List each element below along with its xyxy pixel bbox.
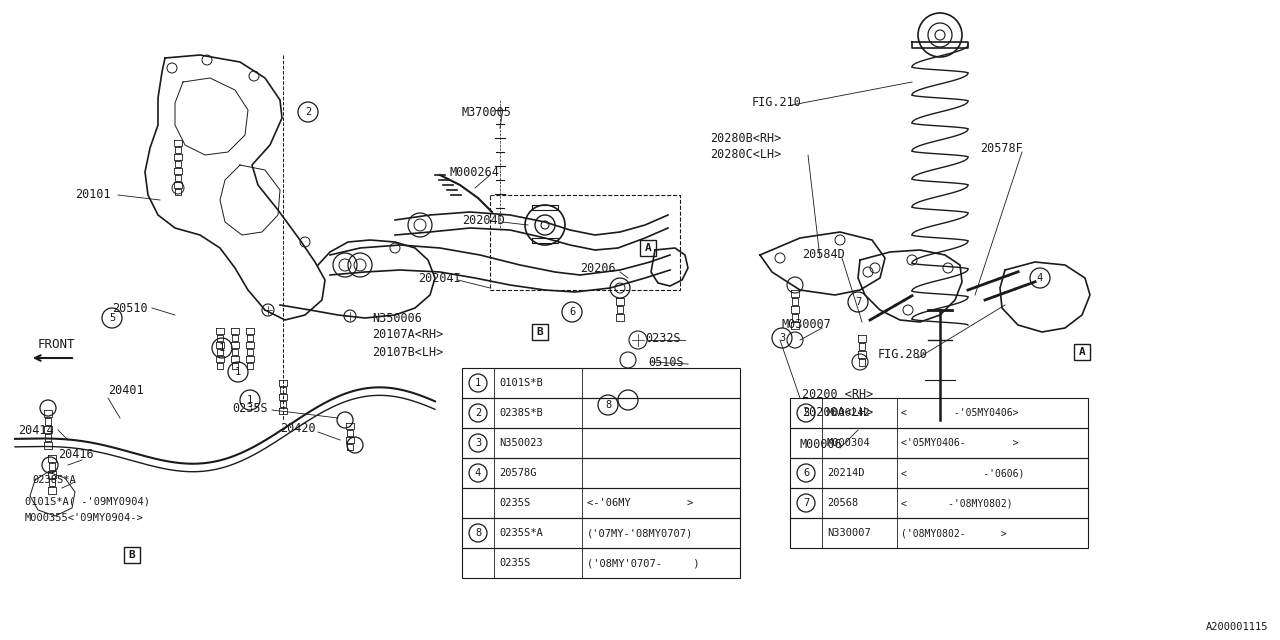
Text: 20414: 20414 [18, 424, 54, 436]
Bar [462, 398, 740, 428]
Text: ('08MY'0707-     ): ('08MY'0707- ) [588, 558, 699, 568]
Bar [790, 398, 1088, 428]
Bar [462, 458, 740, 488]
Bar [462, 548, 740, 578]
Text: 4: 4 [1037, 273, 1043, 283]
Text: <       -'08MY0802): < -'08MY0802) [901, 498, 1012, 508]
Text: 2: 2 [475, 408, 481, 418]
Bar [790, 518, 1088, 548]
Text: 20200A<LH>: 20200A<LH> [803, 406, 873, 419]
Text: <             -'0606): < -'0606) [901, 468, 1024, 478]
Text: 20401: 20401 [108, 383, 143, 397]
Text: 7: 7 [803, 498, 809, 508]
Text: <-'06MY         >: <-'06MY > [588, 498, 694, 508]
Bar [640, 240, 657, 256]
Text: 20510: 20510 [113, 301, 147, 314]
Text: N350006: N350006 [372, 312, 422, 324]
Bar [462, 518, 740, 548]
Text: 3: 3 [778, 333, 785, 343]
Bar [1074, 344, 1091, 360]
Text: 0235S: 0235S [499, 498, 530, 508]
Text: A: A [645, 243, 652, 253]
Bar [124, 547, 140, 563]
Text: 0235S: 0235S [499, 558, 530, 568]
Text: 0510S: 0510S [648, 355, 684, 369]
Text: 6: 6 [568, 307, 575, 317]
Text: M000304: M000304 [827, 438, 870, 448]
Text: M000355<'09MY0904->: M000355<'09MY0904-> [26, 513, 143, 523]
Text: 0101S*A( -'09MY0904): 0101S*A( -'09MY0904) [26, 497, 150, 507]
Bar [462, 488, 740, 518]
Text: M000264: M000264 [451, 166, 500, 179]
Bar [462, 368, 740, 398]
Text: FRONT: FRONT [38, 339, 76, 351]
Text: 0101S*B: 0101S*B [499, 378, 543, 388]
Text: 1: 1 [234, 367, 241, 377]
Text: M000242: M000242 [827, 408, 870, 418]
Text: 20200 <RH>: 20200 <RH> [803, 388, 873, 401]
Text: 2: 2 [305, 107, 311, 117]
Text: 0238S*B: 0238S*B [499, 408, 543, 418]
Text: <        -'05MY0406>: < -'05MY0406> [901, 408, 1019, 418]
Text: <'05MY0406-        >: <'05MY0406- > [901, 438, 1019, 448]
Text: 20280B<RH>: 20280B<RH> [710, 131, 781, 145]
Text: 20101: 20101 [76, 189, 110, 202]
Text: A: A [1079, 347, 1085, 357]
Text: 6: 6 [803, 468, 809, 478]
Text: B: B [536, 327, 544, 337]
Text: M00006: M00006 [800, 438, 842, 451]
Text: 8: 8 [475, 528, 481, 538]
Text: FIG.280: FIG.280 [878, 349, 928, 362]
Text: ('07MY-'08MY0707): ('07MY-'08MY0707) [588, 528, 694, 538]
Bar [462, 428, 740, 458]
Text: N330007: N330007 [827, 528, 870, 538]
Text: 20578F: 20578F [980, 141, 1023, 154]
Text: 20584D: 20584D [803, 248, 845, 262]
Text: 20107B<LH>: 20107B<LH> [372, 346, 443, 358]
Text: 20204D: 20204D [462, 214, 504, 227]
Text: ('08MY0802-      >: ('08MY0802- > [901, 528, 1007, 538]
Text: A200001115: A200001115 [1206, 622, 1268, 632]
Text: 0235S: 0235S [232, 401, 268, 415]
Text: 20568: 20568 [827, 498, 859, 508]
Text: B: B [128, 550, 136, 560]
Text: M030007: M030007 [782, 319, 832, 332]
Text: M370005: M370005 [462, 106, 512, 118]
Text: N350023: N350023 [499, 438, 543, 448]
Text: 20107A<RH>: 20107A<RH> [372, 328, 443, 342]
Bar [532, 324, 548, 340]
Text: 20214D: 20214D [827, 468, 864, 478]
Text: 20416: 20416 [58, 449, 93, 461]
Text: 8: 8 [605, 400, 611, 410]
Text: 4: 4 [475, 468, 481, 478]
Bar [790, 458, 1088, 488]
Text: 1: 1 [219, 343, 225, 353]
Text: 0238S*A: 0238S*A [32, 475, 76, 485]
Text: 5: 5 [803, 408, 809, 418]
Text: 7: 7 [855, 297, 861, 307]
Text: 20420: 20420 [280, 422, 316, 435]
Text: 5: 5 [109, 313, 115, 323]
Text: 3: 3 [475, 438, 481, 448]
Text: 0232S: 0232S [645, 332, 681, 344]
Text: 20280C<LH>: 20280C<LH> [710, 148, 781, 161]
Bar [790, 428, 1088, 458]
Text: 20206: 20206 [580, 262, 616, 275]
Text: 1: 1 [247, 395, 253, 405]
Bar [790, 488, 1088, 518]
Text: 0235S*A: 0235S*A [499, 528, 543, 538]
Text: 1: 1 [475, 378, 481, 388]
Text: 20204I: 20204I [419, 271, 461, 285]
Text: FIG.210: FIG.210 [753, 95, 801, 109]
Text: 20578G: 20578G [499, 468, 536, 478]
